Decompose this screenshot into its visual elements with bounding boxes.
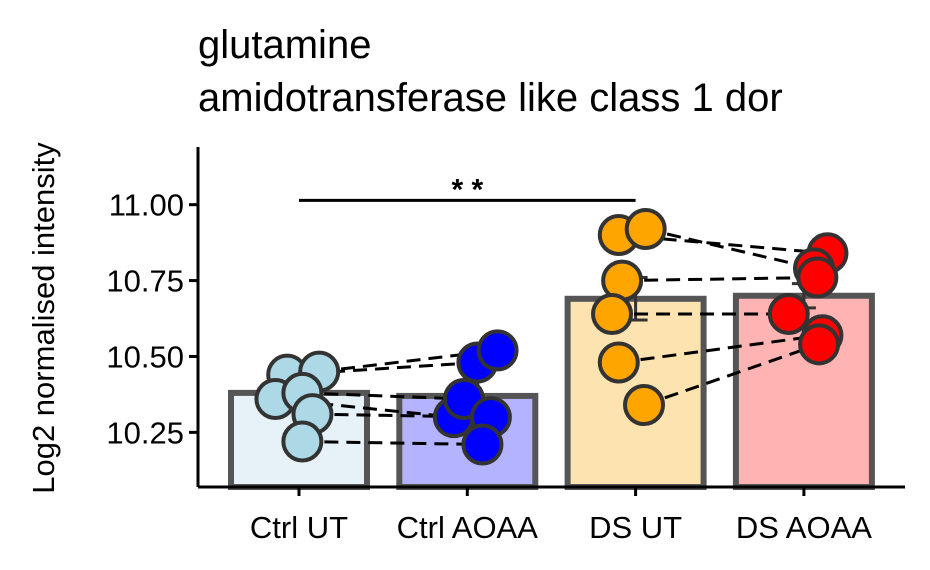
data-point-0-5 <box>281 420 324 463</box>
data-point-1-1 <box>476 329 519 372</box>
bar-3 <box>732 292 875 490</box>
pair-line <box>622 276 818 283</box>
x-tick-label-0: Ctrl UT <box>250 510 348 545</box>
chart-title-line-1: glutamine <box>198 23 371 67</box>
y-tick-label-1: 10.50 <box>106 339 184 374</box>
x-tick-label-2: DS UT <box>589 510 682 545</box>
y-tick-label-0: 10.25 <box>106 415 184 450</box>
x-tick-label-3: DS AOAA <box>736 510 872 545</box>
pair-line <box>319 348 498 374</box>
x-tick-label-1: Ctrl AOAA <box>397 510 539 545</box>
pair-line <box>643 342 820 407</box>
data-point-3-3 <box>767 292 810 335</box>
data-point-3-5 <box>798 323 841 366</box>
y-tick-label-3: 11.00 <box>109 188 184 223</box>
y-axis-label: Log2 normalised intensity <box>26 142 61 494</box>
chart-title-line-2: amidotransferase like class 1 dor <box>198 76 783 120</box>
pair-line <box>618 333 823 365</box>
data-point-1-5 <box>461 423 504 466</box>
y-tick-label-2: 10.75 <box>106 264 184 299</box>
data-point-2-1 <box>624 207 667 250</box>
data-point-2-4 <box>597 341 640 384</box>
data-point-3-2 <box>796 256 839 299</box>
data-point-2-3 <box>591 292 634 335</box>
significance-label: * * <box>451 173 483 206</box>
pair-line <box>312 412 491 419</box>
data-point-2-5 <box>623 384 666 427</box>
pair-line <box>645 227 815 270</box>
pair-line <box>302 391 464 401</box>
pair-line <box>302 439 483 446</box>
plot-area: 10.25 10.50 10.75 11.00 Ctrl UT Ctrl AOAA DS U… <box>106 147 905 545</box>
